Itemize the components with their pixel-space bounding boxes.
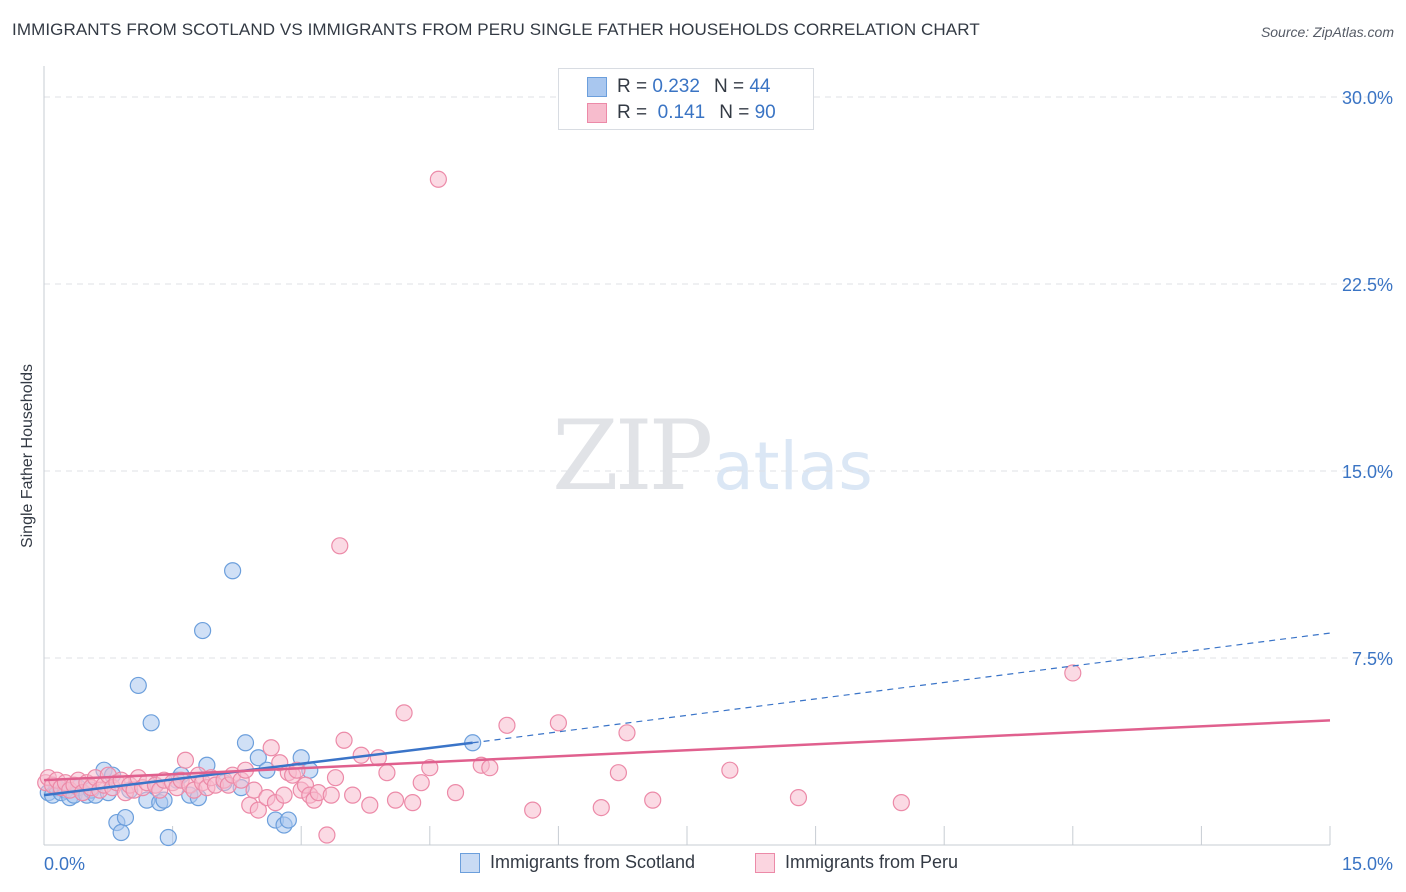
legend-r-label: R = bbox=[617, 76, 648, 97]
peru-point bbox=[609, 764, 628, 782]
peru-point bbox=[288, 761, 306, 779]
legend-row-peru: R = 0.141 N = 90 bbox=[587, 101, 776, 125]
scotland-point bbox=[224, 562, 242, 580]
watermark-atlas: atlas bbox=[713, 428, 873, 505]
zipatlas-watermark: ZIPatlas bbox=[552, 400, 873, 512]
legend-n-value: 44 bbox=[749, 76, 771, 97]
y-tick-label: 7.5% bbox=[1352, 649, 1393, 669]
peru-point bbox=[498, 716, 516, 734]
peru-trend-line bbox=[43, 719, 1331, 782]
peru-point bbox=[335, 731, 353, 749]
scotland-point bbox=[116, 808, 135, 827]
y-tick-label: 15.0% bbox=[1342, 462, 1393, 482]
source-credit: Source: ZipAtlas.com bbox=[1260, 24, 1394, 40]
peru-point bbox=[176, 751, 195, 769]
series-label-peru: Immigrants from Peru bbox=[785, 852, 959, 872]
peru-point bbox=[721, 761, 739, 779]
peru-point bbox=[1064, 664, 1082, 682]
peru-point bbox=[421, 759, 439, 777]
series-swatch-peru bbox=[755, 852, 775, 873]
peru-point bbox=[892, 794, 910, 812]
trend-lines bbox=[43, 632, 1331, 797]
peru-point bbox=[481, 759, 499, 777]
chart-title: IMMIGRANTS FROM SCOTLAND VS IMMIGRANTS F… bbox=[12, 20, 980, 39]
legend-n-label: N = bbox=[719, 102, 750, 123]
scotland-point bbox=[236, 734, 255, 752]
peru-point bbox=[262, 739, 280, 757]
axes bbox=[43, 66, 1331, 846]
peru-point bbox=[275, 786, 293, 804]
scotland-point bbox=[249, 749, 267, 767]
watermark-zip: ZIP bbox=[552, 400, 713, 512]
y-tick-label: 22.5% bbox=[1342, 275, 1393, 295]
legend-swatch-scotland bbox=[587, 77, 607, 97]
tick-labels: 7.5% 15.0% 22.5% 30.0% 0.0% 15.0% bbox=[44, 88, 1393, 874]
legend-row-scotland: R = 0.232 N = 44 bbox=[587, 75, 770, 99]
scotland-point bbox=[142, 714, 160, 732]
scotland-trend-extension bbox=[472, 632, 1331, 744]
grid-lines bbox=[44, 96, 1394, 659]
scotland-point bbox=[129, 676, 147, 695]
peru-point bbox=[245, 781, 263, 799]
scotland-point bbox=[279, 811, 297, 829]
series-label-scotland: Immigrants from Scotland bbox=[490, 852, 696, 872]
data-points bbox=[37, 170, 1082, 847]
peru-point bbox=[344, 786, 362, 804]
legend-r-value: 0.141 bbox=[657, 102, 706, 123]
peru-point bbox=[644, 791, 662, 809]
peru-point bbox=[386, 791, 405, 809]
series-swatch-scotland bbox=[460, 852, 480, 873]
peru-point bbox=[361, 796, 379, 814]
legend-r-value: 0.232 bbox=[652, 76, 700, 97]
peru-point bbox=[249, 801, 267, 819]
peru-point bbox=[322, 786, 340, 804]
peru-point bbox=[524, 801, 542, 819]
peru-point bbox=[326, 769, 345, 787]
legend-swatch-peru bbox=[587, 103, 607, 123]
scotland-point bbox=[194, 621, 212, 640]
legend-r-label: R = bbox=[617, 102, 648, 123]
peru-point bbox=[446, 784, 465, 802]
peru-point bbox=[789, 789, 808, 807]
scotland-point bbox=[159, 828, 177, 847]
x-tick-label: 0.0% bbox=[44, 854, 85, 874]
peru-point bbox=[395, 704, 413, 722]
x-tick-label: 15.0% bbox=[1342, 854, 1393, 874]
series-legend-peru: Immigrants from Peru bbox=[755, 852, 958, 873]
peru-point bbox=[549, 714, 568, 732]
legend-n-label: N = bbox=[713, 76, 745, 97]
peru-point bbox=[331, 537, 349, 555]
peru-point bbox=[429, 170, 447, 188]
peru-point bbox=[318, 826, 336, 844]
y-tick-label: 30.0% bbox=[1342, 88, 1393, 108]
peru-point bbox=[592, 798, 610, 817]
peru-point bbox=[618, 724, 636, 742]
peru-point bbox=[412, 774, 430, 792]
correlation-legend: R = 0.232 N = 44 R = 0.141 N = 90 bbox=[558, 68, 814, 130]
peru-point bbox=[378, 764, 396, 782]
peru-point bbox=[404, 794, 422, 812]
scotland-point bbox=[112, 823, 130, 842]
series-legend-scotland: Immigrants from Scotland bbox=[460, 852, 695, 873]
legend-n-value: 90 bbox=[754, 102, 776, 123]
